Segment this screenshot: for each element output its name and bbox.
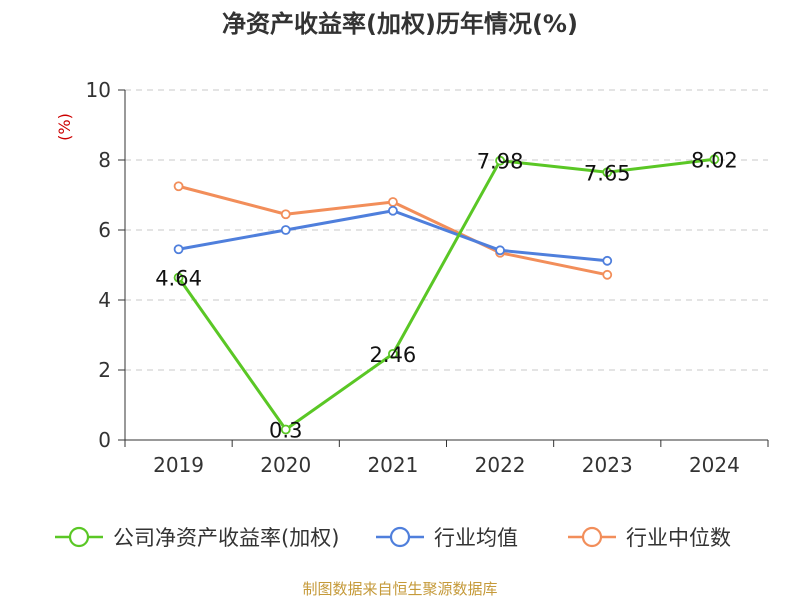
- legend-swatch-marker: [581, 526, 603, 548]
- data-point: [173, 244, 184, 255]
- data-point: [280, 225, 291, 235]
- x-tick-label: 2023: [582, 453, 633, 477]
- chart-title: 净资产收益率(加权)历年情况(%): [222, 10, 578, 38]
- series-line: [177, 157, 715, 431]
- data-point: [495, 245, 505, 256]
- legend-item-2[interactable]: 行业中位数: [568, 526, 731, 550]
- x-tick-label: 2024: [689, 453, 740, 477]
- data-point: [602, 269, 613, 280]
- x-tick-labels: 2019 2020 2021 2022 2023 2024: [153, 453, 740, 477]
- y-tick-label: 8: [98, 148, 111, 172]
- data-label: 0.3: [269, 419, 302, 443]
- x-tick-label: 2022: [475, 453, 526, 477]
- series-lines: [173, 154, 720, 435]
- y-tick-labels: 0 2 4 6 8 10: [86, 78, 111, 452]
- data-point: [173, 272, 184, 283]
- legend-swatch-marker: [389, 526, 411, 548]
- legend-swatch-marker: [68, 526, 90, 548]
- data-point: [495, 155, 505, 166]
- data-label: 7.98: [477, 150, 524, 174]
- x-tick-label: 2020: [260, 453, 311, 477]
- series-0: [173, 154, 720, 435]
- legend-item-0[interactable]: 公司净资产收益率(加权): [55, 526, 339, 550]
- y-tick-label: 0: [98, 428, 111, 452]
- legend-item-1[interactable]: 行业均值: [376, 526, 518, 550]
- series-1: [173, 205, 613, 266]
- legend-label: 行业中位数: [626, 526, 731, 550]
- series-line: [178, 209, 608, 263]
- data-point: [388, 197, 398, 207]
- y-tick-label: 4: [98, 288, 111, 312]
- axes: [118, 89, 769, 447]
- data-label: 7.65: [584, 161, 631, 185]
- legend[interactable]: 公司净资产收益率(加权) 行业均值 行业中位数: [55, 526, 731, 550]
- data-label: 4.64: [155, 267, 202, 291]
- data-point: [280, 209, 291, 220]
- data-label: 2.46: [370, 343, 417, 367]
- data-labels: 4.64 0.3 2.46 7.98 7.65 8.02: [155, 148, 738, 442]
- data-point: [602, 255, 613, 266]
- source-note: 制图数据来自恒生聚源数据库: [302, 580, 497, 598]
- y-tick-label: 2: [98, 358, 111, 382]
- y-axis-label: (%): [55, 113, 74, 141]
- data-point: [173, 181, 184, 192]
- data-point: [280, 424, 291, 435]
- data-point: [388, 348, 398, 359]
- data-point: [602, 167, 613, 178]
- data-label: 8.02: [691, 148, 738, 172]
- x-tick-label: 2021: [367, 453, 418, 477]
- y-tick-label: 10: [86, 78, 111, 102]
- legend-label: 行业均值: [434, 526, 518, 550]
- data-point: [388, 205, 398, 216]
- x-tick-label: 2019: [153, 453, 204, 477]
- series-2: [173, 181, 613, 280]
- data-point: [709, 154, 720, 165]
- legend-label: 公司净资产收益率(加权): [113, 526, 339, 550]
- y-tick-label: 6: [98, 218, 111, 242]
